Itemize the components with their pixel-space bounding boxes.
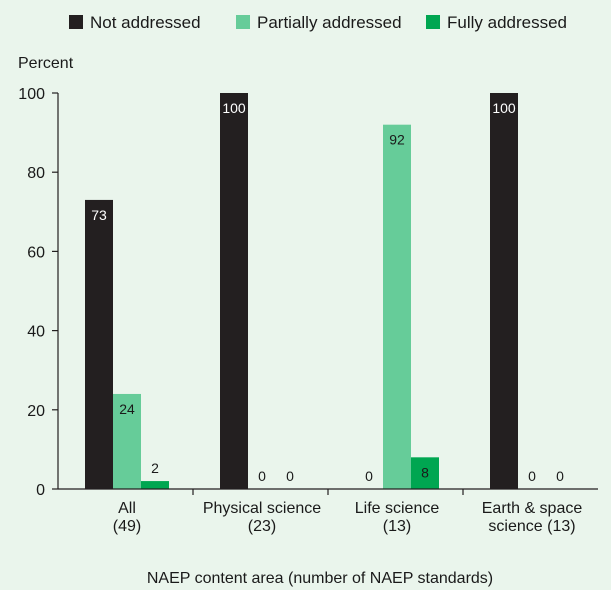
- category-labels: All(49) Physical science(23) Life science(…: [113, 500, 583, 535]
- x-axis-ticks: [192, 489, 464, 495]
- data-label: 73: [91, 207, 107, 223]
- legend-swatch: [236, 15, 250, 29]
- y-axis-ticks: 0 20 40 60 80 100: [18, 86, 58, 499]
- category-label: (49): [113, 518, 141, 535]
- data-label: 2: [151, 460, 159, 476]
- bar: [113, 393, 141, 489]
- data-label: 100: [222, 100, 246, 116]
- category-label: (23): [248, 518, 276, 535]
- legend-label: Partially addressed: [257, 13, 402, 32]
- data-label: 0: [258, 468, 266, 484]
- category-label: science (13): [488, 518, 575, 535]
- data-label: 100: [492, 100, 516, 116]
- y-tick-label: 80: [27, 165, 45, 182]
- legend: Not addressed Partially addressed Fully ad…: [69, 13, 567, 32]
- bar: [141, 481, 169, 489]
- category-label: Physical science: [203, 500, 321, 517]
- legend-label: Not addressed: [90, 13, 201, 32]
- bar: [383, 124, 411, 490]
- bars: 73 24 2 100 0 0 0 92 8 100 0 0: [85, 93, 564, 490]
- y-axis-title: Percent: [18, 55, 74, 72]
- data-label: 92: [389, 132, 405, 148]
- legend-swatch: [69, 15, 83, 29]
- category-label: All: [118, 500, 136, 517]
- y-tick-label: 40: [27, 324, 45, 341]
- legend-label: Fully addressed: [447, 13, 567, 32]
- data-label: 8: [421, 464, 429, 480]
- bar: [85, 199, 113, 490]
- bar: [220, 93, 248, 489]
- category-label: (13): [383, 518, 411, 535]
- data-label: 0: [528, 468, 536, 484]
- data-label: 0: [286, 468, 294, 484]
- data-label: 0: [556, 468, 564, 484]
- data-label: 24: [119, 401, 135, 417]
- bar: [411, 457, 439, 489]
- y-tick-label: 60: [27, 244, 45, 261]
- data-label: 0: [365, 468, 373, 484]
- y-tick-label: 0: [36, 482, 45, 499]
- x-axis-title: NAEP content area (number of NAEP standa…: [147, 570, 493, 587]
- legend-swatch: [426, 15, 440, 29]
- y-tick-label: 20: [27, 403, 45, 420]
- y-tick-label: 100: [18, 86, 45, 103]
- bar: [490, 93, 518, 489]
- category-label: Earth & space: [482, 500, 583, 517]
- category-label: Life science: [355, 500, 440, 517]
